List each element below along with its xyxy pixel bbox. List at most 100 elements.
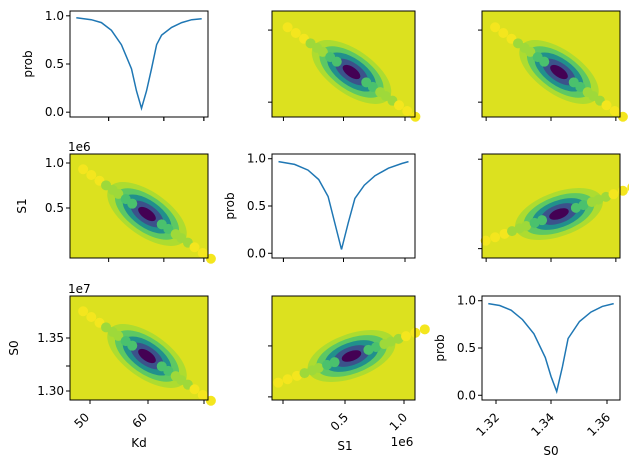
y-tick-label: 0.5 (45, 201, 64, 215)
y-tick-label: 1.30 (37, 384, 64, 398)
sample-point (189, 384, 200, 395)
series-line (278, 160, 409, 250)
sample-point (86, 311, 97, 322)
sample-point (601, 100, 612, 111)
sample-point (273, 377, 284, 388)
y-tick-label: 0.5 (247, 199, 266, 213)
panel-background (482, 296, 620, 400)
sample-point (578, 200, 589, 211)
sample-point (113, 330, 124, 341)
series-line (488, 302, 614, 395)
panel-axes (66, 10, 621, 404)
sample-point (331, 56, 342, 67)
sample-point (419, 324, 430, 335)
sample-point (393, 333, 404, 344)
sample-point (282, 22, 293, 33)
contour-level (549, 208, 569, 220)
sample-point (367, 81, 378, 92)
sample-point (507, 226, 518, 237)
y-axis-label: S0 (7, 340, 21, 355)
sample-point (600, 191, 611, 202)
sample-point (385, 336, 396, 347)
sample-point (197, 390, 208, 401)
x-tick-label: 1.34 (528, 410, 557, 439)
sample-point (329, 357, 340, 368)
sample-point (521, 220, 532, 231)
sample-point (570, 202, 581, 213)
sample-point (490, 232, 501, 243)
sample-point (197, 248, 208, 259)
sample-point (313, 362, 324, 373)
sample-point (86, 169, 97, 180)
sample-point (490, 22, 501, 33)
y-tick-label: 0.0 (457, 388, 476, 402)
y-axis-label: prob (21, 50, 35, 77)
sample-point (575, 81, 586, 92)
sample-point (370, 342, 381, 353)
y-axis-label: S1 (15, 198, 29, 213)
x-offset-label: 1e6 (391, 435, 414, 449)
sample-point (282, 374, 293, 385)
sample-point (163, 365, 174, 376)
x-tick-label: 1.0 (387, 410, 410, 433)
y-tick-label: 0.0 (45, 105, 64, 119)
y-tick-label: 1.0 (45, 156, 64, 170)
sample-point (322, 359, 333, 370)
panel-text: 0.0 0.5 1.0 prob 0.0 0.5 1.0 prob 0.0 0.5 1.0 prob 0… (7, 9, 613, 458)
contour-level (138, 206, 156, 222)
sample-point (205, 395, 216, 406)
x-tick-label: 1.32 (473, 410, 502, 439)
sample-point (498, 27, 509, 38)
x-axis-label: S1 (337, 439, 352, 453)
sample-point (402, 106, 413, 117)
x-tick-label: 60 (129, 410, 150, 431)
sample-point (363, 344, 374, 355)
sample-point (529, 217, 540, 228)
sample-point (537, 215, 548, 226)
contour-level (138, 348, 156, 364)
sample-point (113, 188, 124, 199)
y-tick-label: 1.0 (247, 152, 266, 166)
sample-point (317, 46, 328, 57)
y-tick-label: 1.0 (45, 9, 64, 23)
x-axis-label: Kd (131, 436, 147, 450)
sample-point (608, 189, 619, 200)
sample-point (163, 223, 174, 234)
sample-point (189, 242, 200, 253)
panel-frame (69, 295, 209, 401)
y-axis-label: prob (433, 334, 447, 361)
series-line (76, 16, 202, 112)
y-tick-label: 0.5 (45, 57, 64, 71)
y-offset-label: 1e6 (68, 140, 91, 154)
contour-level (342, 64, 361, 80)
x-tick-label: 1.36 (584, 410, 613, 439)
x-tick-label: 0.5 (328, 410, 351, 433)
sample-point (539, 56, 550, 67)
y-tick-label: 1.35 (37, 331, 64, 345)
contour-level (550, 64, 568, 80)
sample-point (290, 27, 301, 38)
x-axis-label: S0 (543, 444, 558, 458)
y-offset-label: 1e7 (68, 282, 91, 296)
panel-frame (271, 295, 416, 401)
sample-point (205, 253, 216, 264)
sample-point (299, 368, 310, 379)
sample-point (78, 306, 89, 317)
sample-point (499, 228, 510, 239)
panel-data (76, 16, 629, 406)
sample-point (480, 235, 491, 246)
sample-point (401, 331, 412, 342)
panel-frame (69, 153, 209, 259)
y-tick-label: 1.0 (457, 294, 476, 308)
contour-level (341, 350, 362, 362)
sample-point (525, 46, 536, 57)
sample-point (291, 370, 302, 381)
sample-point (394, 100, 405, 111)
y-tick-label: 0.5 (457, 341, 476, 355)
sample-point (617, 185, 628, 196)
sample-point (609, 106, 620, 117)
x-tick-label: 50 (71, 410, 92, 431)
sample-point (127, 340, 138, 351)
sample-point (127, 198, 138, 209)
